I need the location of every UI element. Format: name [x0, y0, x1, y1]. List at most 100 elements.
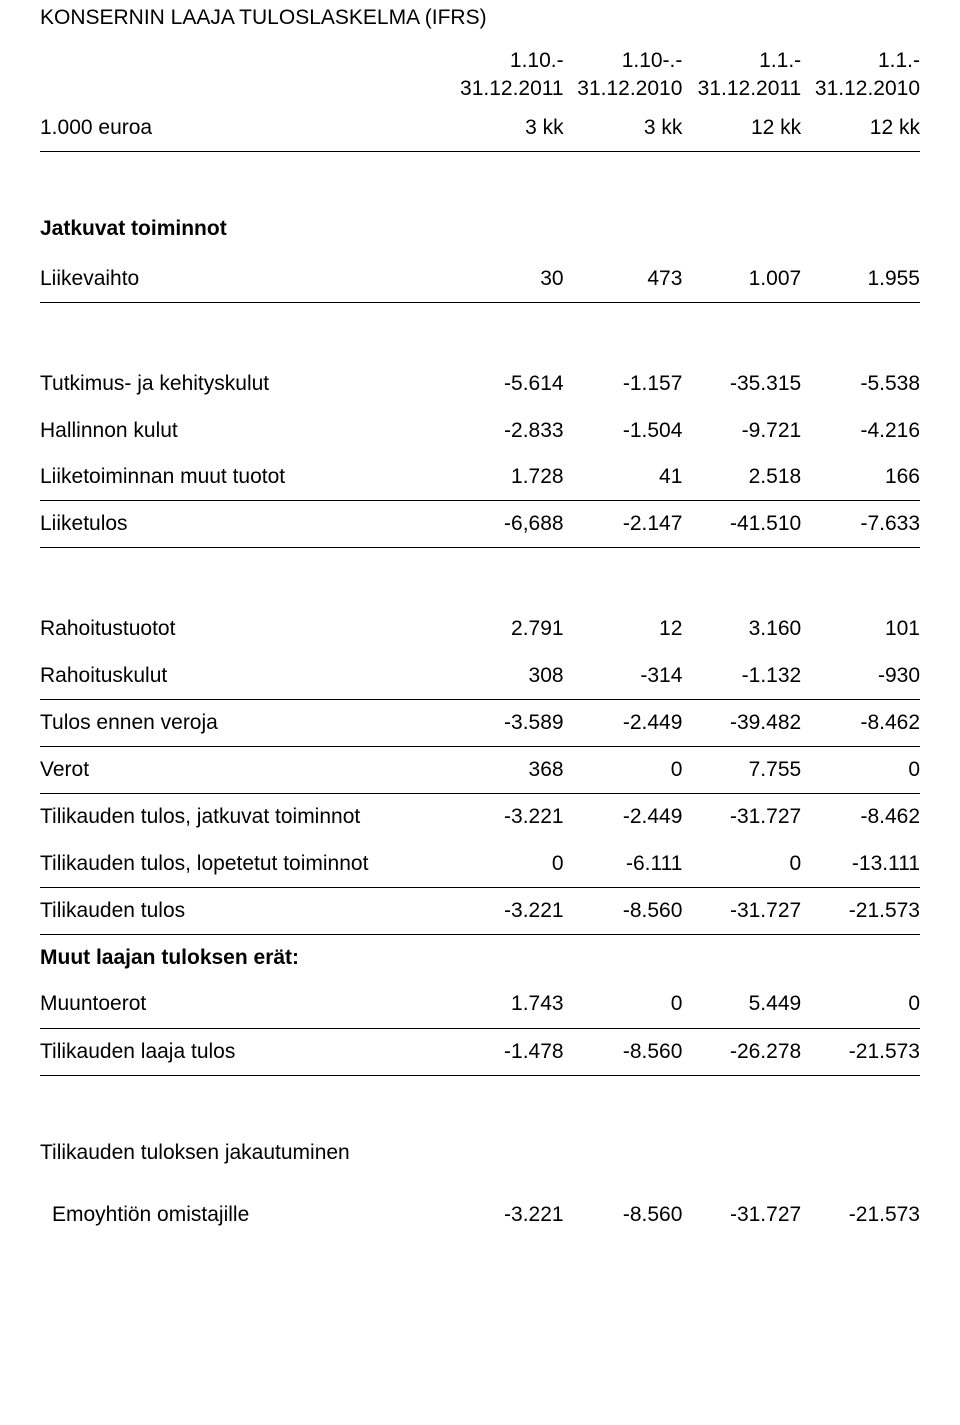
row-liiketulos: Liiketulos -6,688 -2.147 -41.510 -7.633 [40, 501, 920, 548]
col3-period-top: 1.1.- [682, 48, 801, 76]
tulosennen-c4: -8.462 [801, 699, 920, 746]
hallinnon-c1: -2.833 [445, 408, 564, 454]
row-tuloslopetetut: Tilikauden tulos, lopetetut toiminnot 0 … [40, 841, 920, 888]
col3-period-bot: 31.12.2011 [682, 76, 801, 104]
laajatulos-c1: -1.478 [445, 1028, 564, 1075]
row-tutkimus: Tutkimus- ja kehityskulut -5.614 -1.157 … [40, 361, 920, 407]
units-c4: 12 kk [801, 105, 920, 152]
tuloslop-c4: -13.111 [801, 841, 920, 888]
tuloslop-c1: 0 [445, 841, 564, 888]
units-c3: 12 kk [682, 105, 801, 152]
row-liikevaihto: Liikevaihto 30 473 1.007 1.955 [40, 256, 920, 303]
section-jakautuminen-label: Tilikauden tuloksen jakautuminen [40, 1134, 445, 1172]
units-c1: 3 kk [445, 105, 564, 152]
col2-period-top: 1.10-.- [564, 48, 683, 76]
laajatulos-c2: -8.560 [564, 1028, 683, 1075]
liiketulos-c3: -41.510 [682, 501, 801, 548]
liikevaihto-c1: 30 [445, 256, 564, 303]
tulosennen-c2: -2.449 [564, 699, 683, 746]
liikevaihto-label: Liikevaihto [40, 256, 445, 303]
liiketulos-label: Liiketulos [40, 501, 445, 548]
row-emoyhtion: Emoyhtiön omistajille -3.221 -8.560 -31.… [40, 1196, 920, 1234]
emoyhtion-c3: -31.727 [682, 1196, 801, 1234]
row-tilikausitulos: Tilikauden tulos -3.221 -8.560 -31.727 -… [40, 887, 920, 934]
tutkimus-c3: -35.315 [682, 361, 801, 407]
tulosjatk-c4: -8.462 [801, 794, 920, 841]
liiketoim-c1: 1.728 [445, 454, 564, 501]
liikevaihto-c4: 1.955 [801, 256, 920, 303]
tulosjatk-label: Tilikauden tulos, jatkuvat toiminnot [40, 794, 445, 841]
hallinnon-c4: -4.216 [801, 408, 920, 454]
laajatulos-c3: -26.278 [682, 1028, 801, 1075]
verot-c2: 0 [564, 747, 683, 794]
liikevaihto-c2: 473 [564, 256, 683, 303]
hallinnon-c2: -1.504 [564, 408, 683, 454]
tulosennen-c3: -39.482 [682, 699, 801, 746]
rahoituskulut-c1: 308 [445, 653, 564, 700]
header-row-1: 1.10.- 1.10-.- 1.1.- 1.1.- [40, 48, 920, 76]
verot-c1: 368 [445, 747, 564, 794]
rahoitustuotot-c1: 2.791 [445, 606, 564, 652]
row-laajatulos: Tilikauden laaja tulos -1.478 -8.560 -26… [40, 1028, 920, 1075]
tuloslop-c2: -6.111 [564, 841, 683, 888]
section-jakautuminen: Tilikauden tuloksen jakautuminen [40, 1134, 920, 1172]
section-muut-laajan: Muut laajan tuloksen erät: [40, 935, 920, 982]
row-liiketoiminnan: Liiketoiminnan muut tuotot 1.728 41 2.51… [40, 454, 920, 501]
tutkimus-c2: -1.157 [564, 361, 683, 407]
verot-label: Verot [40, 747, 445, 794]
laajatulos-c4: -21.573 [801, 1028, 920, 1075]
tuloslop-label: Tilikauden tulos, lopetetut toiminnot [40, 841, 445, 888]
section-muut-laajan-label: Muut laajan tuloksen erät: [40, 935, 445, 982]
tulosjatk-c1: -3.221 [445, 794, 564, 841]
tulosennen-label: Tulos ennen veroja [40, 699, 445, 746]
rahoituskulut-c3: -1.132 [682, 653, 801, 700]
row-tulosjatkuvat: Tilikauden tulos, jatkuvat toiminnot -3.… [40, 794, 920, 841]
rahoituskulut-c4: -930 [801, 653, 920, 700]
tuloslop-c3: 0 [682, 841, 801, 888]
rahoituskulut-c2: -314 [564, 653, 683, 700]
hallinnon-label: Hallinnon kulut [40, 408, 445, 454]
tilikausitulos-c3: -31.727 [682, 887, 801, 934]
income-statement-table: 1.10.- 1.10-.- 1.1.- 1.1.- 31.12.2011 31… [40, 48, 920, 1234]
emoyhtion-c1: -3.221 [445, 1196, 564, 1234]
tilikausitulos-c2: -8.560 [564, 887, 683, 934]
row-verot: Verot 368 0 7.755 0 [40, 747, 920, 794]
col4-period-bot: 31.12.2010 [801, 76, 920, 104]
units-label: 1.000 euroa [40, 105, 445, 152]
tutkimus-c4: -5.538 [801, 361, 920, 407]
col2-period-bot: 31.12.2010 [564, 76, 683, 104]
units-row: 1.000 euroa 3 kk 3 kk 12 kk 12 kk [40, 105, 920, 152]
emoyhtion-c2: -8.560 [564, 1196, 683, 1234]
section-jatkuvat: Jatkuvat toiminnot [40, 210, 920, 248]
muuntoerot-c3: 5.449 [682, 981, 801, 1028]
emoyhtion-c4: -21.573 [801, 1196, 920, 1234]
tutkimus-c1: -5.614 [445, 361, 564, 407]
tulosennen-c1: -3.589 [445, 699, 564, 746]
emoyhtion-label: Emoyhtiön omistajille [40, 1196, 445, 1234]
liiketulos-c1: -6,688 [445, 501, 564, 548]
row-tulosennen: Tulos ennen veroja -3.589 -2.449 -39.482… [40, 699, 920, 746]
muuntoerot-c2: 0 [564, 981, 683, 1028]
col1-period-bot: 31.12.2011 [445, 76, 564, 104]
liiketoim-label: Liiketoiminnan muut tuotot [40, 454, 445, 501]
row-muuntoerot: Muuntoerot 1.743 0 5.449 0 [40, 981, 920, 1028]
muuntoerot-label: Muuntoerot [40, 981, 445, 1028]
rahoitustuotot-c2: 12 [564, 606, 683, 652]
tilikausitulos-label: Tilikauden tulos [40, 887, 445, 934]
tilikausitulos-c1: -3.221 [445, 887, 564, 934]
rahoituskulut-label: Rahoituskulut [40, 653, 445, 700]
liiketoim-c2: 41 [564, 454, 683, 501]
row-hallinnon: Hallinnon kulut -2.833 -1.504 -9.721 -4.… [40, 408, 920, 454]
rahoitustuotot-c3: 3.160 [682, 606, 801, 652]
tulosjatk-c2: -2.449 [564, 794, 683, 841]
verot-c3: 7.755 [682, 747, 801, 794]
page-title: KONSERNIN LAAJA TULOSLASKELMA (IFRS) [40, 0, 920, 48]
units-c2: 3 kk [564, 105, 683, 152]
liiketoim-c3: 2.518 [682, 454, 801, 501]
liiketoim-c4: 166 [801, 454, 920, 501]
col4-period-top: 1.1.- [801, 48, 920, 76]
income-statement-page: KONSERNIN LAAJA TULOSLASKELMA (IFRS) 1.1… [0, 0, 960, 1294]
laajatulos-label: Tilikauden laaja tulos [40, 1028, 445, 1075]
muuntoerot-c1: 1.743 [445, 981, 564, 1028]
muuntoerot-c4: 0 [801, 981, 920, 1028]
